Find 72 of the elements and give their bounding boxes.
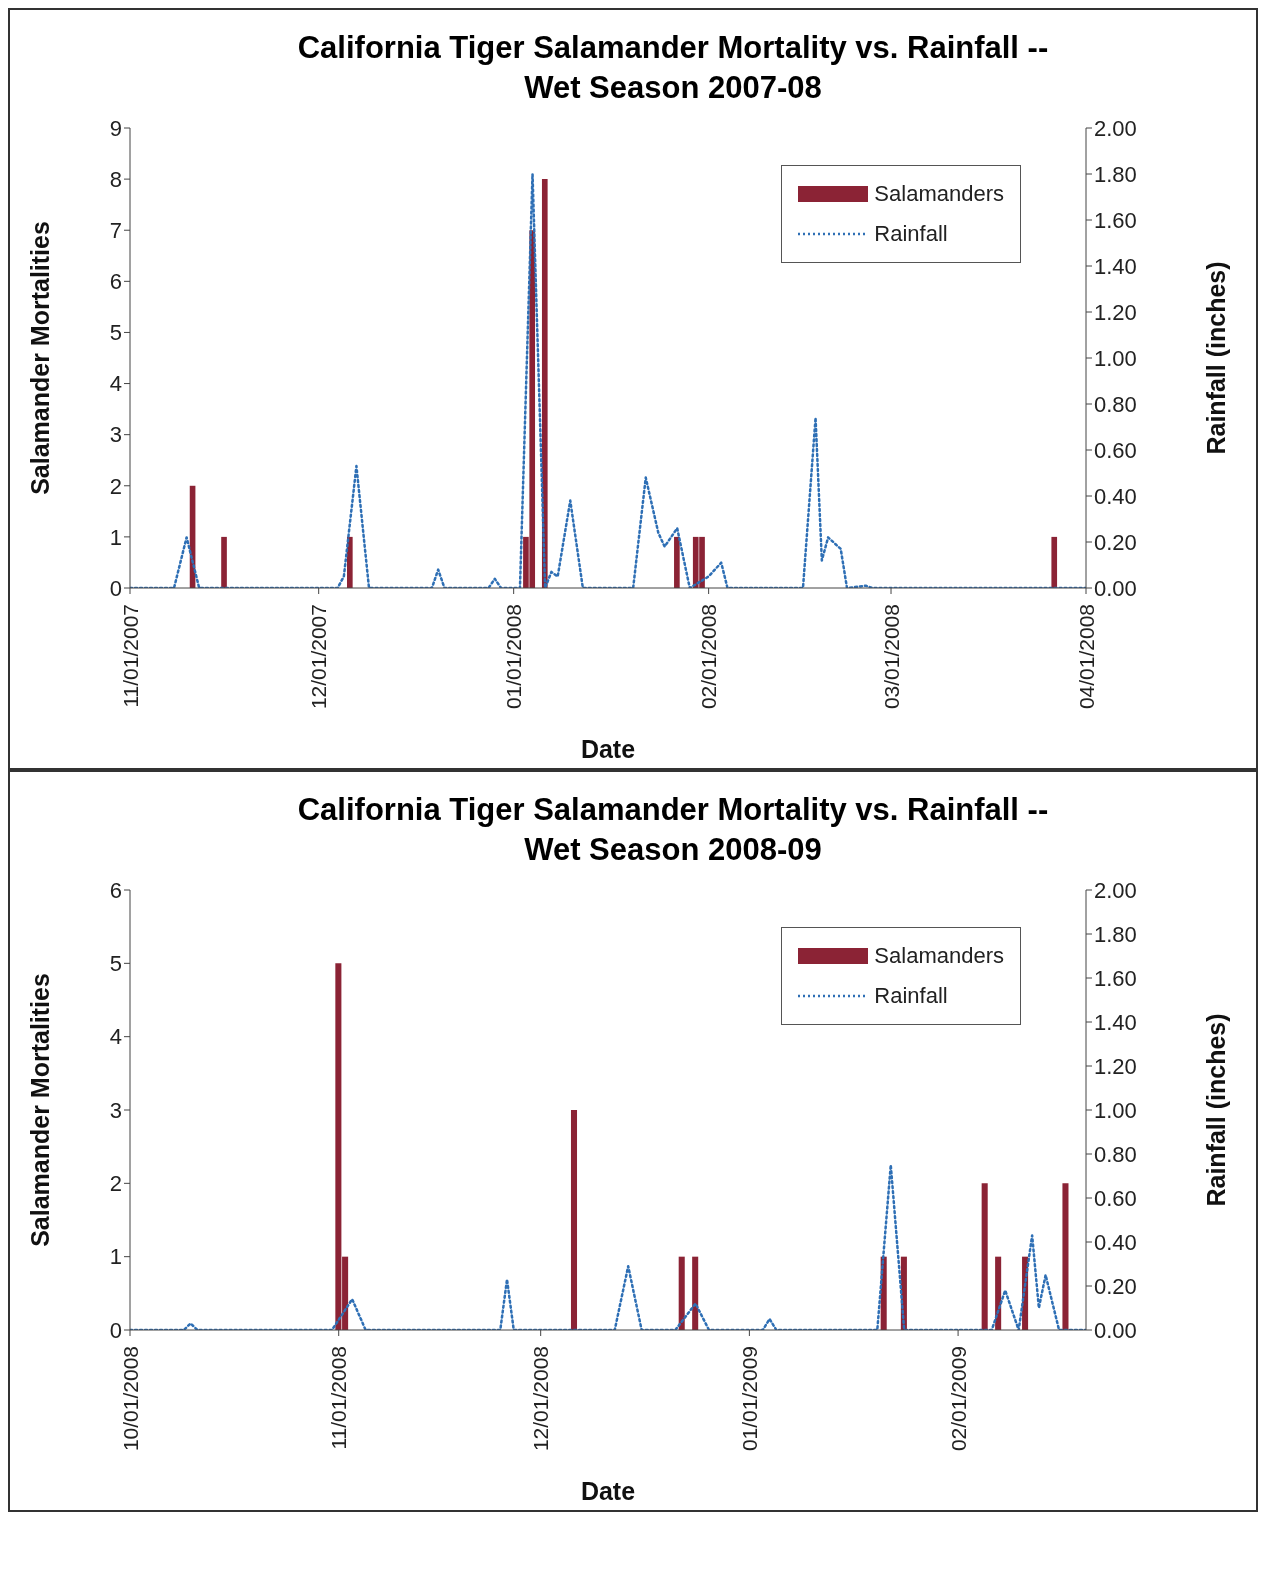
y2-tick-label: 1.40 [1094, 1009, 1137, 1035]
y-tick-label: 7 [109, 218, 122, 244]
x-tick-label: 11/01/2007 [118, 604, 142, 708]
bar [692, 1256, 699, 1330]
y-tick-label: 0 [109, 575, 122, 601]
x-tick-label: 02/01/2009 [946, 1346, 970, 1452]
x-tick-label: 03/01/2008 [879, 604, 903, 710]
y2-tick-label: 0.80 [1094, 1141, 1137, 1167]
y2-tick-label: 1.00 [1094, 345, 1137, 371]
y-tick-label: 5 [109, 320, 122, 346]
y-tick-label: 6 [109, 269, 122, 295]
y-axis-title: Salamander Mortalities [25, 221, 54, 495]
y2-tick-label: 1.60 [1094, 965, 1137, 991]
y2-tick-label: 0.40 [1094, 1229, 1137, 1255]
y-tick-label: 2 [109, 1171, 122, 1197]
y-tick-label: 2 [109, 473, 122, 499]
bar [1051, 536, 1058, 588]
y2-tick-label: 0.40 [1094, 483, 1137, 509]
bar [1062, 1183, 1069, 1330]
bar [678, 1256, 685, 1330]
bar [570, 1110, 578, 1330]
legend-label: Rainfall [874, 221, 948, 247]
y2-tick-label: 0.20 [1094, 529, 1137, 555]
bar [674, 536, 680, 588]
y2-tick-label: 1.40 [1094, 253, 1137, 279]
y2-tick-label: 0.00 [1094, 575, 1137, 601]
y-tick-label: 3 [109, 422, 122, 448]
y2-tick-label: 0.60 [1094, 437, 1137, 463]
y-tick-label: 9 [109, 115, 122, 141]
y2-tick-label: 0.00 [1094, 1317, 1137, 1343]
x-tick-label: 10/01/2008 [118, 1346, 142, 1452]
x-tick-label: 01/01/2008 [502, 604, 526, 710]
y2-tick-label: 2.00 [1094, 877, 1137, 903]
y2-tick-label: 1.80 [1094, 161, 1137, 187]
bar [981, 1183, 988, 1330]
legend-label: Salamanders [874, 943, 1004, 969]
chart-title: California Tiger Salamander Mortality vs. Rainfall -- Wet Season 2007-08 [296, 29, 1050, 107]
y-tick-label: 1 [109, 524, 122, 550]
bar [346, 536, 353, 588]
y2-tick-label: 0.80 [1094, 391, 1137, 417]
y2-tick-label: 1.80 [1094, 921, 1137, 947]
y-tick-label: 3 [109, 1097, 122, 1123]
legend-label: Rainfall [874, 983, 948, 1009]
y2-tick-label: 0.20 [1094, 1273, 1137, 1299]
legend-label: Salamanders [874, 181, 1004, 207]
y2-axis-title: Rainfall (inches) [1201, 261, 1230, 455]
x-tick-label: 01/01/2009 [737, 1346, 761, 1452]
y2-tick-label: 1.20 [1094, 299, 1137, 325]
y2-tick-label: 1.20 [1094, 1053, 1137, 1079]
y2-tick-label: 1.60 [1094, 207, 1137, 233]
x-tick-label: 11/01/2008 [327, 1346, 351, 1450]
bar [221, 536, 227, 588]
y2-tick-label: 0.60 [1094, 1185, 1137, 1211]
y-tick-label: 8 [109, 166, 122, 192]
y-axis-title: Salamander Mortalities [25, 973, 54, 1247]
y-tick-label: 6 [109, 877, 122, 903]
y2-tick-label: 1.00 [1094, 1097, 1137, 1123]
x-tick-label: 04/01/2008 [1074, 604, 1098, 710]
x-tick-label: 12/01/2007 [307, 604, 331, 710]
y-tick-label: 4 [109, 1024, 122, 1050]
chart-title: California Tiger Salamander Mortality vs. Rainfall -- Wet Season 2008-09 [296, 791, 1050, 869]
x-axis-title: Date [580, 1477, 636, 1505]
bar [541, 179, 548, 588]
x-tick-label: 02/01/2008 [697, 604, 721, 710]
y2-axis-title: Rainfall (inches) [1201, 1013, 1230, 1207]
x-tick-label: 12/01/2008 [529, 1346, 553, 1452]
y-tick-label: 4 [109, 371, 122, 397]
y2-tick-label: 2.00 [1094, 115, 1137, 141]
y-tick-label: 0 [109, 1317, 122, 1343]
y-tick-label: 5 [109, 951, 122, 977]
y-tick-label: 1 [109, 1244, 122, 1270]
x-axis-title: Date [580, 735, 636, 763]
